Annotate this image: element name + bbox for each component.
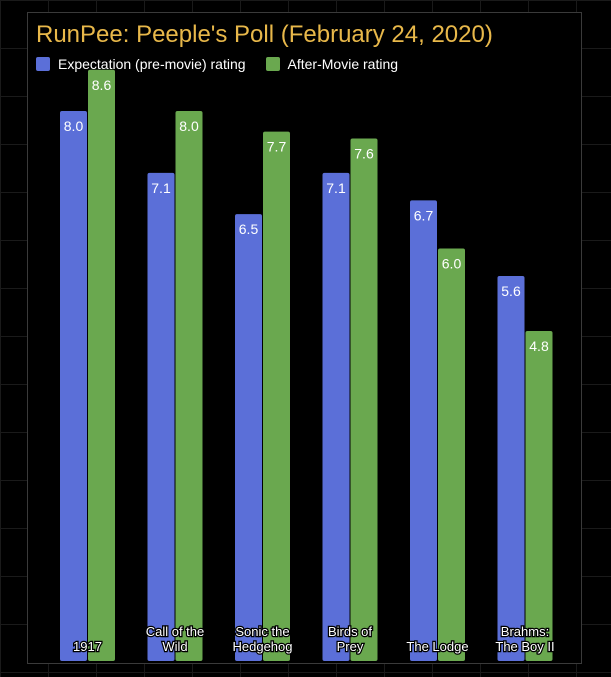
data-label: 5.6: [501, 283, 521, 299]
category-label-line: Wild: [162, 639, 187, 654]
bar-after: [263, 131, 290, 661]
category-label: Call of the Wild: [146, 624, 205, 654]
data-label: 6.7: [414, 207, 434, 223]
category-label-line: 1917: [73, 639, 102, 654]
bar-expectation: [410, 200, 437, 661]
data-label: 8.6: [92, 77, 112, 93]
category-label-line: Sonic the: [235, 624, 289, 639]
legend-label-expectation: Expectation (pre-movie) rating: [58, 56, 246, 72]
data-label: 4.8: [529, 338, 549, 354]
category-label: Sonic the Hedgehog: [233, 624, 293, 654]
bar-expectation: [60, 111, 87, 661]
legend-label-after: After-Movie rating: [287, 56, 399, 72]
data-label: 8.0: [179, 118, 199, 134]
bar-expectation: [235, 214, 262, 661]
legend-item-expectation: Expectation (pre-movie) rating: [36, 56, 246, 72]
category-label-line: Call of the: [146, 624, 205, 639]
bar-expectation: [147, 172, 175, 661]
bar-expectation: [497, 276, 525, 661]
category-label: 1917: [73, 639, 102, 654]
chart-title: RunPee: Peeple's Poll (February 24, 2020…: [36, 21, 493, 48]
legend: Expectation (pre-movie) rating After-Mov…: [36, 56, 412, 72]
data-label: 7.1: [326, 180, 346, 196]
chart-panel: RunPee: Peeple's Poll (February 24, 2020…: [27, 12, 582, 664]
data-label: 6.0: [442, 256, 462, 272]
category-label-line: The Lodge: [406, 639, 468, 654]
category-label-line: Prey: [337, 639, 364, 654]
category-label-line: Brahms:: [501, 624, 549, 639]
legend-swatch-expectation: [36, 57, 50, 71]
bar-after: [175, 111, 203, 661]
bar-after: [525, 331, 553, 661]
data-label: 7.6: [354, 146, 374, 162]
bar-after: [88, 69, 115, 661]
category-label: Brahms: The Boy II: [495, 624, 554, 654]
category-label: Birds of Prey: [328, 624, 372, 654]
legend-swatch-after: [265, 57, 280, 71]
data-label: 7.7: [267, 139, 287, 155]
category-label-line: Hedgehog: [233, 639, 293, 654]
category-label: The Lodge: [406, 639, 468, 654]
data-label: 6.5: [239, 221, 259, 237]
category-label-line: The Boy II: [495, 639, 554, 654]
legend-item-after: After-Movie rating: [265, 56, 399, 72]
data-label: 7.1: [151, 180, 171, 196]
category-label-line: Birds of: [328, 624, 372, 639]
bar-expectation: [322, 172, 350, 661]
bar-chart: 8.0 8.6 1917 7.1 8.0 Call of the Wild 6.5 7.7 Son…: [60, 69, 556, 661]
bar-after: [438, 248, 465, 661]
data-label: 8.0: [64, 118, 84, 134]
bar-after: [350, 138, 378, 661]
